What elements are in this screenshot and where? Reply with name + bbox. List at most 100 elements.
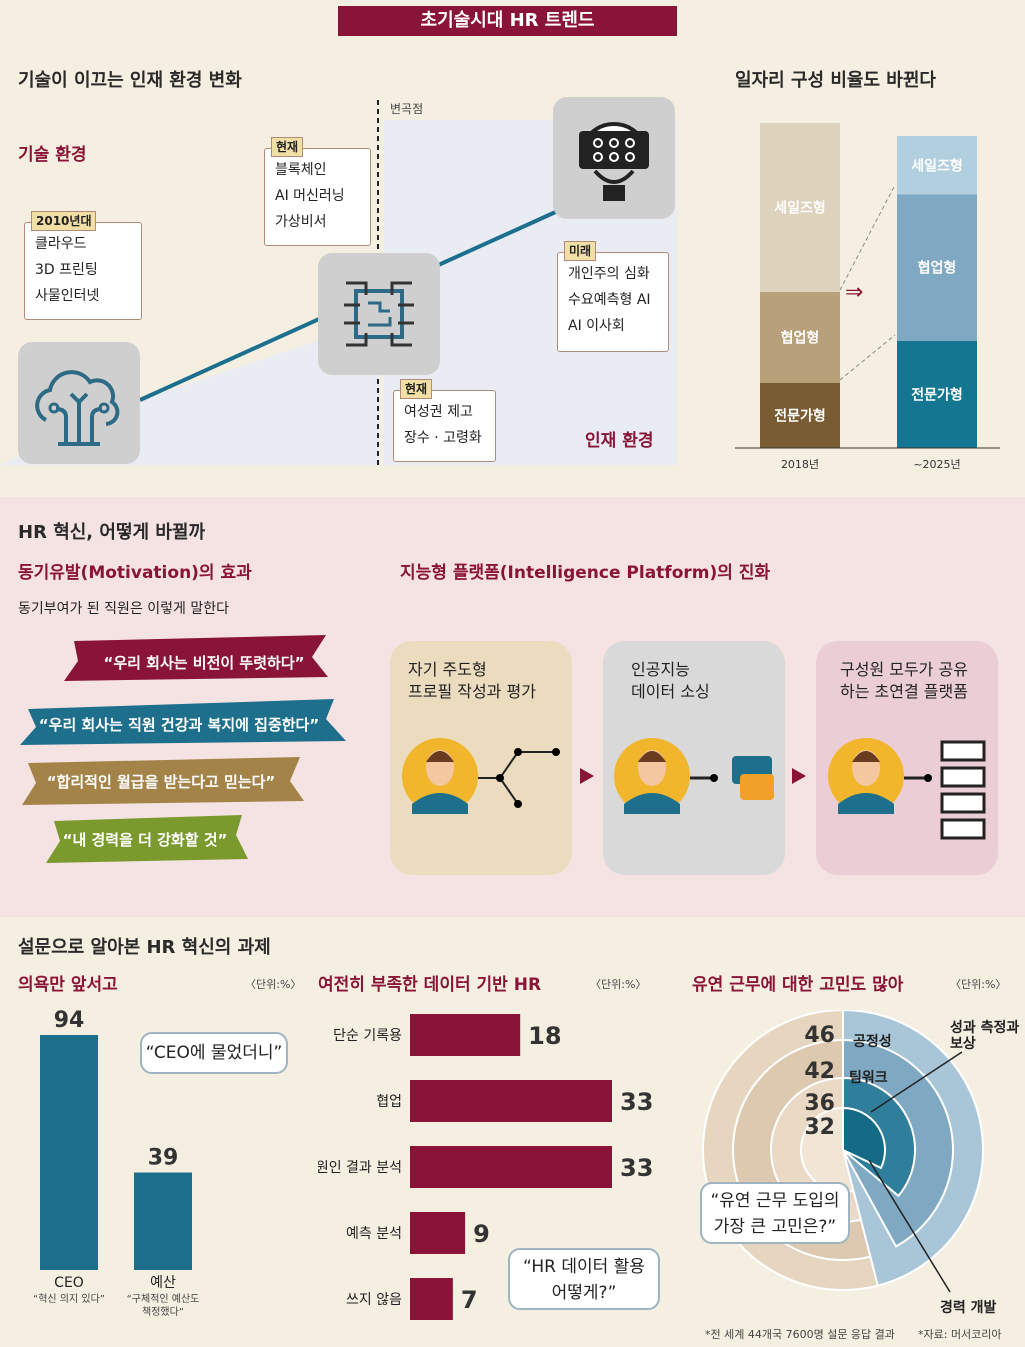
tech-env-label: 기술 환경 xyxy=(18,145,87,165)
box-future: 미래 개인주의 심화 수요예측형 AI AI 이사회 xyxy=(557,241,669,352)
bubble-flex: “유연 근무 도입의 가장 큰 고민은?” xyxy=(700,1182,850,1244)
bar-value: 9 xyxy=(473,1220,490,1248)
job-segment xyxy=(897,340,977,448)
chart1-unit: 〈단위:%〉 xyxy=(245,978,302,991)
bar-subcaption: “혁신 의지 있다” xyxy=(33,1293,105,1305)
bar-value: 18 xyxy=(528,1022,561,1050)
bar xyxy=(410,1212,466,1254)
job-segment-label: 전문가형 xyxy=(911,386,963,403)
quote-vision: “우리 회사는 비전이 뚜렷하다” xyxy=(103,654,305,672)
source: *자료: 머서코리아 xyxy=(918,1328,1002,1341)
tag-2010s: 2010년대 xyxy=(31,211,97,231)
ring-label: 성과 측정과 xyxy=(950,1019,1019,1036)
vr-robot-icon xyxy=(553,97,675,219)
job-category-label: ~2025년 xyxy=(913,458,960,471)
quote-salary: “합리적인 월급을 받는다고 믿는다” xyxy=(46,773,276,791)
leader-line xyxy=(868,1159,951,1293)
section-title-jobs: 일자리 구성 비율도 바뀐다 xyxy=(735,70,936,91)
job-category-label: 2018년 xyxy=(781,458,819,471)
motivation-heading: 동기유발(Motivation)의 효과 xyxy=(18,563,252,583)
bar xyxy=(410,1278,453,1320)
ring-value: 46 xyxy=(804,1023,835,1048)
box-2010s: 2010년대 클라우드 3D 프린팅 사물인터넷 xyxy=(24,211,142,320)
motivation-sub: 동기부여가 된 직원은 이렇게 말한다 xyxy=(18,601,229,617)
bar xyxy=(134,1172,192,1270)
item-blockchain: 블록체인 xyxy=(275,162,327,178)
platform-heading: 지능형 플랫폼(Intelligence Platform)의 진화 xyxy=(400,563,771,583)
item-iot: 사물인터넷 xyxy=(35,288,100,304)
box-now-tech: 현재 블록체인 AI 머신러닝 가상비서 xyxy=(264,137,371,246)
ring-value: 42 xyxy=(804,1059,835,1084)
item-ml: AI 머신러닝 xyxy=(275,188,345,204)
bar-category: 예측 분석 xyxy=(346,1226,402,1242)
chip-icon xyxy=(318,253,440,375)
job-segment xyxy=(760,123,840,292)
job-segment xyxy=(760,292,840,383)
job-segment-label: 전문가형 xyxy=(774,408,826,425)
tag-now-talent: 현재 xyxy=(400,379,433,399)
bar xyxy=(410,1146,612,1188)
ring-label: 보상 xyxy=(950,1036,976,1052)
chart1-title: 의욕만 앞서고 xyxy=(18,975,118,995)
bar-value: 39 xyxy=(148,1146,179,1171)
bubble-ceo: “CEO에 물었더니” xyxy=(140,1032,288,1074)
bar-value: 33 xyxy=(620,1154,653,1182)
ring-value: 36 xyxy=(804,1091,835,1116)
section-title-hr: HR 혁신, 어떻게 바뀔까 xyxy=(18,522,206,543)
inflection-label: 변곡점 xyxy=(390,102,424,116)
ring-value: 32 xyxy=(804,1115,835,1140)
bar-category: 협업 xyxy=(376,1094,402,1110)
talent-env-label: 인재 환경 xyxy=(585,431,654,451)
job-segment-label: 협업형 xyxy=(781,330,820,347)
ring-segment xyxy=(842,1106,886,1170)
leader-line xyxy=(870,1051,963,1113)
ring-label: 공정성 xyxy=(853,1033,892,1050)
card-self-profile-text: 자기 주도형 프로필 작성과 평가 xyxy=(408,660,536,701)
quote-career: “내 경력을 더 강화할 것” xyxy=(62,831,228,849)
tag-now-tech: 현재 xyxy=(271,137,304,157)
bar xyxy=(410,1080,612,1122)
bar-value: 33 xyxy=(620,1088,653,1116)
page-title: 초기술시대 HR 트렌드 xyxy=(338,6,677,36)
chart2-unit: 〈단위:%〉 xyxy=(590,978,647,991)
bar-category: 예산 xyxy=(150,1275,176,1291)
bar-category: 원인 결과 분석 xyxy=(318,1160,402,1176)
chart3-unit: 〈단위:%〉 xyxy=(950,978,1007,991)
tag-future: 미래 xyxy=(564,241,597,261)
arrow-right-icon xyxy=(580,768,594,784)
bar xyxy=(40,1035,98,1270)
job-segment-label: 세일즈형 xyxy=(911,157,963,174)
person-icon xyxy=(828,738,904,814)
box-now-talent: 현재 여성권 제고 장수 · 고령화 xyxy=(393,379,496,462)
job-segment-label: 협업형 xyxy=(918,260,957,277)
arrow-icon: ⇒ xyxy=(845,280,863,305)
bubble-data-hr: “HR 데이터 활용 어떻게?” xyxy=(508,1248,660,1310)
card-hyperconnected-text: 구성원 모두가 공유 하는 초연결 플랫폼 xyxy=(840,660,968,701)
platform-graphics xyxy=(402,738,986,840)
person-icon xyxy=(614,738,690,814)
section-title-tech: 기술이 이끄는 인재 환경 변화 xyxy=(18,70,242,91)
bar-category: 단순 기록용 xyxy=(333,1028,402,1044)
job-segment xyxy=(897,136,977,195)
item-individualism: 개인주의 심화 xyxy=(568,266,650,282)
item-aging: 장수 · 고령화 xyxy=(404,430,482,446)
bar-category: 쓰지 않음 xyxy=(346,1292,402,1308)
arrow-right-icon xyxy=(792,768,806,784)
bar-subcaption: 책정했다” xyxy=(142,1305,184,1318)
chart3-title: 유연 근무에 대한 고민도 많아 xyxy=(692,975,904,995)
bar xyxy=(410,1014,521,1056)
item-women: 여성권 제고 xyxy=(404,404,473,420)
chart2-title: 여전히 부족한 데이터 기반 HR xyxy=(318,975,542,995)
item-cloud: 클라우드 xyxy=(35,236,87,252)
card-ai-sourcing-text: 인공지능 데이터 소싱 xyxy=(631,660,710,701)
job-segment xyxy=(760,383,840,448)
item-3d: 3D 프린팅 xyxy=(35,262,98,278)
card-self-profile: 자기 주도형 프로필 작성과 평가 xyxy=(390,641,572,875)
cloud-tree-icon xyxy=(18,342,140,464)
chart-data-hr: 단순 기록용 18 협업 33 원인 결과 분석 33 예측 분석 9 쓰지 않음 7 xyxy=(318,1014,653,1320)
bar-category: CEO xyxy=(54,1275,84,1291)
ring-label: 팀워크 xyxy=(849,1070,888,1086)
quote-welfare: “우리 회사는 직원 건강과 복지에 집중한다” xyxy=(38,716,320,734)
